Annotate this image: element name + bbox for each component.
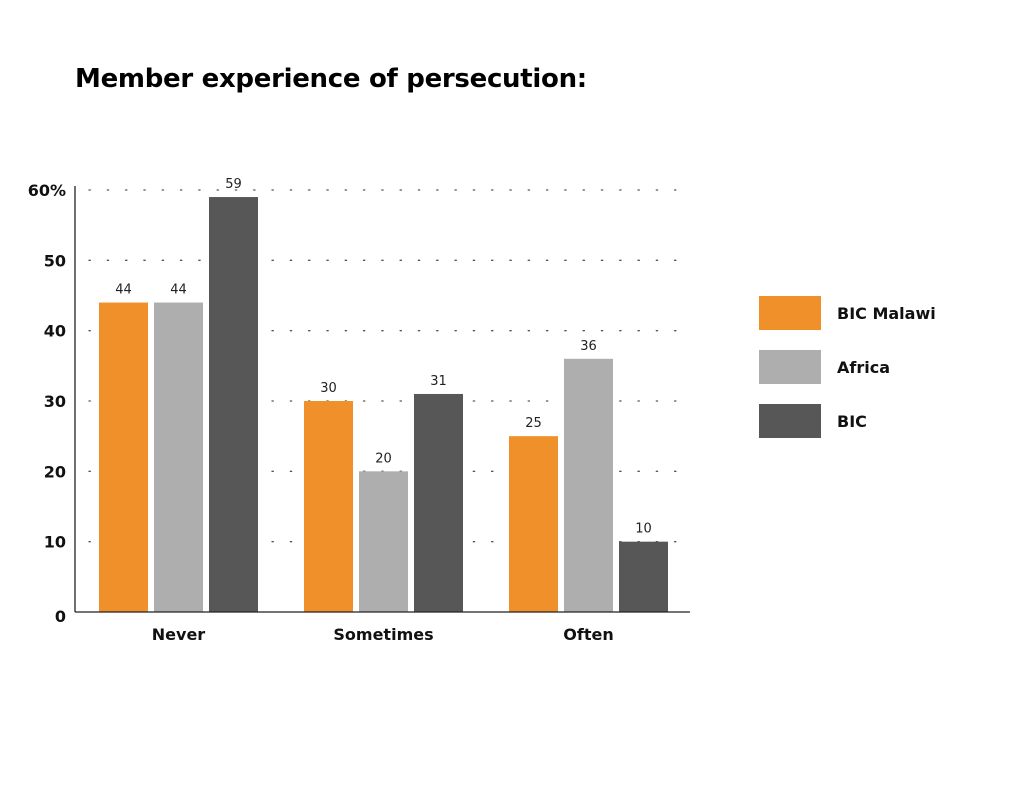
x-category-label: Sometimes xyxy=(333,625,433,644)
legend-label: BIC Malawi xyxy=(837,304,936,323)
data-label: 10 xyxy=(635,522,652,537)
data-label: 30 xyxy=(320,381,337,396)
bar-bic-never xyxy=(209,197,258,613)
y-tick-label: 50 xyxy=(44,251,66,270)
data-label: 20 xyxy=(375,451,392,466)
legend-swatch xyxy=(759,404,821,438)
x-category-label: Often xyxy=(563,625,613,644)
labels: 0 10 20 30 40 50 60% 44 44 59 Never 30 20 31 Sometimes… xyxy=(28,177,652,644)
y-tick-label: 20 xyxy=(44,462,66,481)
data-label: 59 xyxy=(225,177,242,192)
legend: BIC Malawi Africa BIC xyxy=(759,296,936,438)
bar-bic-often xyxy=(619,541,668,612)
y-tick-label: 60% xyxy=(28,181,66,200)
y-tick-label: 40 xyxy=(44,322,66,341)
bar-africa-often xyxy=(564,358,613,612)
chart-title: Member experience of persecution: xyxy=(75,64,587,94)
bars xyxy=(99,197,668,613)
data-label: 31 xyxy=(430,374,447,389)
data-label: 25 xyxy=(525,416,542,431)
y-tick-label: 10 xyxy=(44,533,66,552)
legend-label: Africa xyxy=(837,358,890,377)
data-label: 44 xyxy=(170,283,187,298)
legend-label: BIC xyxy=(837,412,867,431)
data-label: 44 xyxy=(115,283,132,298)
legend-swatch xyxy=(759,296,821,330)
bar-bic-malawi-never xyxy=(99,302,148,612)
data-label: 36 xyxy=(580,339,597,354)
bar-africa-sometimes xyxy=(359,471,408,612)
axes xyxy=(74,186,690,613)
bar-bic-malawi-often xyxy=(509,436,558,612)
y-tick-label: 30 xyxy=(44,392,66,411)
bar-africa-never xyxy=(154,302,203,612)
legend-swatch xyxy=(759,350,821,384)
x-category-label: Never xyxy=(152,625,206,644)
y-tick-label: 0 xyxy=(55,607,66,626)
bar-bic-malawi-sometimes xyxy=(304,401,353,612)
bar-bic-sometimes xyxy=(414,393,463,612)
